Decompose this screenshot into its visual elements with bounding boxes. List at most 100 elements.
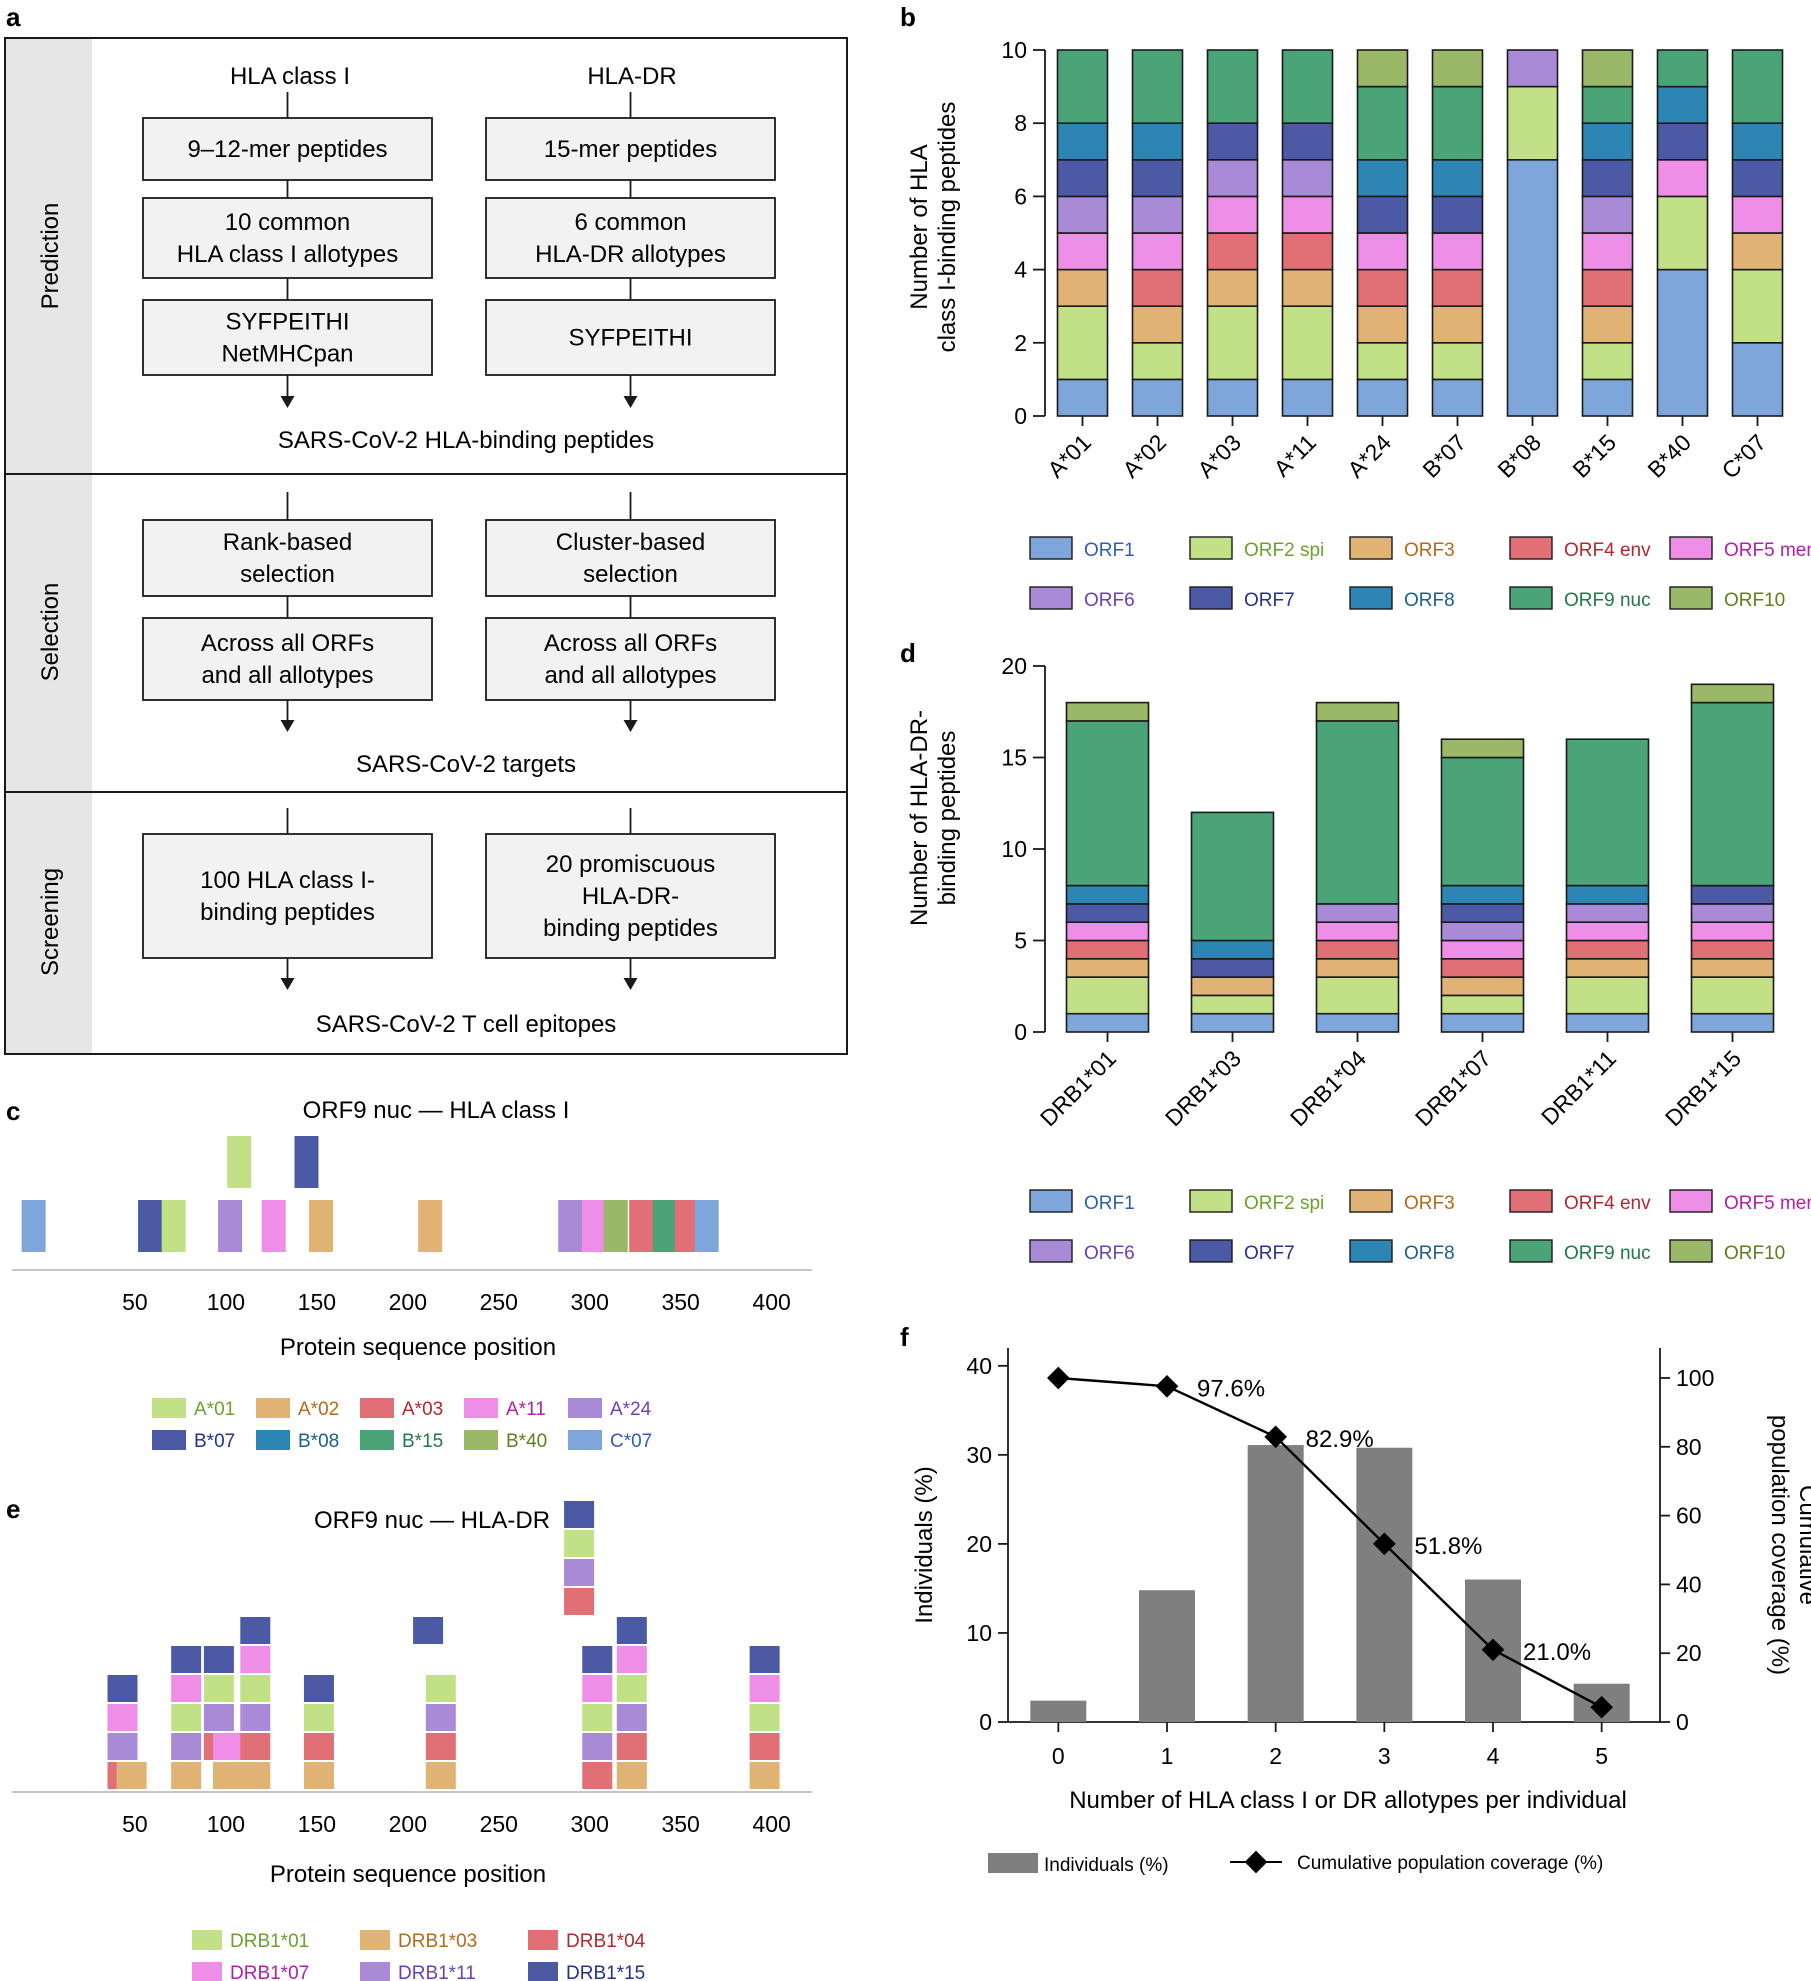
peptide-block xyxy=(309,1200,334,1252)
x-tick-label: 100 xyxy=(207,1289,245,1315)
bar-segment xyxy=(1431,232,1484,271)
bar-segment xyxy=(1581,305,1634,344)
orf-legend-d: ORF1 ORF2 spi ORF3 ORF4 env ORF5 mem ORF6 ORF7… xyxy=(1029,1189,1811,1264)
legend-label: B*07 xyxy=(194,1431,235,1452)
workflow-frame xyxy=(4,37,848,1055)
x-tick-label: 4 xyxy=(1487,1743,1500,1769)
peptide-block xyxy=(582,1646,613,1673)
workflow-box-text: and all allotypes xyxy=(201,662,373,689)
peptide-block xyxy=(616,1762,647,1789)
peptide-block xyxy=(418,1200,443,1252)
bar-segment xyxy=(1356,232,1409,271)
bar-segment xyxy=(1131,49,1184,124)
peptide-block xyxy=(303,1675,334,1702)
legend-label: ORF8 xyxy=(1404,590,1455,611)
x-tick-label: 100 xyxy=(207,1811,245,1837)
legend-label: ORF2 spi xyxy=(1244,540,1324,561)
bar-segment xyxy=(1315,701,1400,722)
panel-f: f Individuals (%) Cumulative population … xyxy=(900,1322,1811,1876)
workflow-box-text: Rank-based xyxy=(223,529,352,556)
legend-label: DRB1*11 xyxy=(398,1963,476,1981)
y2-tick-label: 100 xyxy=(1676,1365,1714,1391)
bar-segment xyxy=(1131,122,1184,161)
x-tick-label: 350 xyxy=(661,1289,699,1315)
legend-swatch xyxy=(192,1930,222,1950)
y-tick-label: 40 xyxy=(966,1353,992,1379)
x-tick-label: DRB1*11 xyxy=(1536,1045,1621,1130)
peptide-block xyxy=(171,1733,202,1760)
chart-f-legend: Individuals (%) Cumulative population co… xyxy=(988,1850,1603,1876)
workflow-box-text: 100 HLA class I- xyxy=(200,867,375,894)
x-tick-label: DRB1*04 xyxy=(1285,1045,1371,1131)
y-tick-label: 10 xyxy=(1001,37,1027,63)
x-tick-label: DRB1*01 xyxy=(1035,1045,1121,1131)
legend-label: ORF6 xyxy=(1084,590,1135,611)
legend-label: ORF5 mem xyxy=(1724,540,1811,561)
legend-label: ORF3 xyxy=(1404,1193,1455,1214)
bar-segment xyxy=(1356,305,1409,344)
legend-swatch xyxy=(1509,586,1553,610)
legend-swatch xyxy=(1029,536,1073,560)
y-axis-label-line1: Number of HLA-DR- xyxy=(906,710,933,926)
legend-label: ORF2 spi xyxy=(1244,1193,1324,1214)
bar-segment xyxy=(1206,232,1259,271)
workflow-box-text: 9–12-mer peptides xyxy=(187,136,387,163)
bar-segment xyxy=(1581,232,1634,271)
coverage-annotation: 21.0% xyxy=(1523,1639,1591,1666)
workflow-box xyxy=(142,833,433,959)
y-tick-label: 2 xyxy=(1014,330,1027,356)
peptide-block xyxy=(213,1762,243,1789)
peptide-block xyxy=(107,1733,138,1760)
peptide-block xyxy=(603,1200,628,1252)
workflow-box xyxy=(142,617,433,701)
y-tick-label: 4 xyxy=(1014,257,1027,283)
bar-segment xyxy=(1431,85,1484,161)
x-tick-label: A*03 xyxy=(1192,429,1246,483)
peptide-block xyxy=(171,1762,202,1789)
legend-swatch xyxy=(1669,1239,1713,1263)
bar-segment xyxy=(1356,378,1409,417)
peptide-block xyxy=(582,1733,613,1760)
bar-segment xyxy=(1315,720,1400,905)
bar-segment xyxy=(1131,159,1184,198)
y-axis-label-line2: binding peptides xyxy=(934,731,961,906)
workflow-box xyxy=(142,299,433,376)
bar-segment xyxy=(1440,884,1525,905)
workflow-box xyxy=(485,617,776,701)
bar-segment xyxy=(1656,85,1709,124)
bar-segment xyxy=(1356,341,1409,381)
legend-swatch xyxy=(568,1430,602,1450)
workflow-box xyxy=(142,519,433,597)
workflow-box-text: 20 promiscuous xyxy=(546,851,715,878)
legend-swatch xyxy=(464,1430,498,1450)
bar-segment xyxy=(1565,939,1650,960)
peptide-block xyxy=(116,1762,147,1789)
bar-segment xyxy=(1565,1012,1650,1033)
legend-swatch xyxy=(1669,586,1713,610)
peptide-block xyxy=(240,1617,271,1644)
legend-swatch xyxy=(1509,1189,1553,1213)
legend-label-individuals: Individuals (%) xyxy=(1044,1855,1169,1876)
x-tick-label: 150 xyxy=(298,1811,336,1837)
y-tick-label: 0 xyxy=(1014,403,1027,429)
bar-segment xyxy=(1690,1012,1775,1033)
legend-label: A*03 xyxy=(402,1399,443,1420)
bar-segment xyxy=(1565,921,1650,942)
legend-label: DRB1*03 xyxy=(398,1931,477,1952)
legend-marker-coverage xyxy=(1244,1850,1268,1874)
peptide-block xyxy=(240,1675,271,1702)
peptide-block xyxy=(21,1200,46,1252)
bar-segment xyxy=(1581,122,1634,161)
legend-swatch xyxy=(360,1398,394,1418)
legend-label: ORF5 mem xyxy=(1724,1193,1811,1214)
result-targets: SARS-CoV-2 targets xyxy=(356,751,576,778)
bar-segment xyxy=(1065,884,1150,905)
x-tick-label: DRB1*03 xyxy=(1160,1045,1246,1131)
chart-b: 0 2 4 6 8 10 A*01 A*02 A*03 A*11 A*24 B*07 B*08 B*15 B… xyxy=(1001,37,1784,484)
bar-segment xyxy=(1731,49,1784,124)
bar-segment xyxy=(1356,49,1409,88)
bar-segment xyxy=(1065,976,1150,1015)
legend-label: A*24 xyxy=(610,1399,652,1420)
peptide-block xyxy=(749,1733,780,1760)
